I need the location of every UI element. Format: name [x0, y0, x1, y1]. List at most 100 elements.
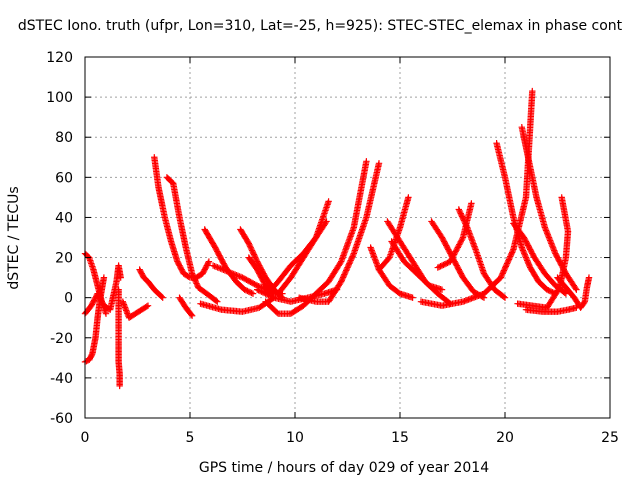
- data-point: [223, 267, 230, 275]
- data-point: [448, 255, 456, 262]
- y-tick-label: 40: [55, 210, 73, 226]
- data-point: [247, 289, 254, 296]
- plot-frame: [84, 56, 611, 419]
- series-arc-10: [201, 226, 257, 297]
- data-point: [249, 290, 257, 297]
- data-point: [217, 265, 224, 272]
- data-point: [191, 276, 198, 283]
- data-point: [457, 238, 464, 245]
- data-point: [456, 208, 464, 216]
- data-point: [436, 263, 443, 271]
- y-axis-label: dSTEC / TECUs: [6, 186, 22, 289]
- data-point: [451, 249, 459, 257]
- data-point: [117, 274, 124, 281]
- data-point: [523, 255, 530, 263]
- x-tick-label: 15: [391, 430, 409, 446]
- data-point: [458, 211, 465, 219]
- data-point: [409, 294, 416, 301]
- data-point: [453, 247, 460, 254]
- series-arc-23: [388, 238, 446, 293]
- data-point: [192, 277, 199, 284]
- data-point: [246, 243, 254, 250]
- data-point: [529, 87, 536, 95]
- series-arc-3: [81, 262, 124, 317]
- data-point: [447, 256, 455, 264]
- data-point: [558, 194, 565, 201]
- data-point: [504, 258, 511, 266]
- data-point: [434, 264, 441, 271]
- x-axis-label: GPS time / hours of day 029 of year 2014: [199, 460, 489, 476]
- data-point: [233, 272, 240, 279]
- data-point: [501, 294, 509, 301]
- data-point: [224, 268, 231, 275]
- data-point: [226, 268, 233, 276]
- data-point: [506, 254, 513, 262]
- data-point: [507, 251, 515, 259]
- data-point: [500, 293, 508, 300]
- data-point: [249, 248, 256, 256]
- data-point: [348, 255, 355, 263]
- data-point: [241, 286, 248, 293]
- y-tick-label: 120: [46, 50, 73, 66]
- data-point: [457, 210, 464, 217]
- data-point: [499, 270, 506, 277]
- data-point: [503, 260, 511, 267]
- data-point: [247, 244, 254, 251]
- data-point: [456, 207, 463, 215]
- y-tick-label: 0: [64, 291, 73, 307]
- data-point: [441, 261, 448, 268]
- data-point: [440, 261, 447, 269]
- data-point: [524, 258, 531, 266]
- series-arc-26: [455, 206, 509, 301]
- data-point: [338, 278, 345, 285]
- series-arc-4: [115, 286, 123, 390]
- data-point: [227, 269, 234, 276]
- data-point: [545, 287, 552, 294]
- data-point: [447, 258, 454, 265]
- data-point: [188, 270, 196, 277]
- data-point: [230, 270, 237, 278]
- series-arc-7: [151, 154, 213, 281]
- data-point: [234, 272, 242, 280]
- data-point: [242, 287, 250, 294]
- data-point: [454, 244, 462, 251]
- data-point: [463, 222, 470, 230]
- y-tick-label: 80: [55, 130, 73, 146]
- data-point: [572, 285, 579, 292]
- data-point: [220, 266, 227, 273]
- data-point: [248, 289, 255, 297]
- data-point: [212, 297, 220, 304]
- y-tick-label: 20: [55, 251, 73, 267]
- data-point: [503, 261, 510, 269]
- y-tick-label: -40: [50, 371, 73, 387]
- data-point: [236, 273, 243, 280]
- data-point: [497, 274, 504, 281]
- data-point: [546, 287, 553, 295]
- data-point: [144, 302, 152, 309]
- data-point: [143, 303, 150, 310]
- data-point: [460, 217, 468, 224]
- data-point: [212, 263, 220, 270]
- data-point: [498, 273, 505, 280]
- data-point: [214, 298, 221, 305]
- data-point: [218, 265, 226, 273]
- data-point: [443, 260, 450, 267]
- data-point: [205, 258, 213, 265]
- data-point: [580, 299, 588, 307]
- data-point: [343, 265, 351, 273]
- data-point: [189, 271, 196, 279]
- chart-title: dSTEC Iono. truth (ufpr, Lon=310, Lat=-2…: [18, 18, 623, 34]
- data-point: [340, 272, 347, 280]
- series-arc-30: [510, 220, 570, 297]
- data-point: [585, 274, 593, 281]
- data-points: [81, 87, 593, 390]
- data-point: [462, 220, 469, 227]
- x-tick-label: 25: [601, 430, 619, 446]
- data-point: [261, 289, 268, 297]
- data-point: [245, 240, 252, 247]
- data-point: [333, 286, 341, 293]
- data-point: [460, 215, 467, 223]
- data-point: [456, 239, 464, 247]
- series-arc-2: [81, 274, 108, 366]
